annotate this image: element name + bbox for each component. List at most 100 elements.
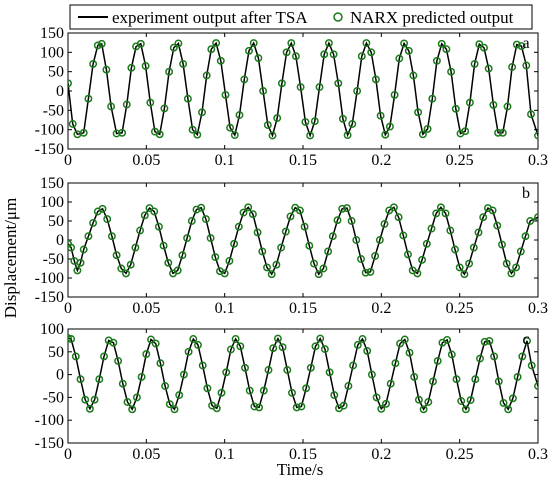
series-point-narx	[131, 243, 140, 252]
series-point-narx	[363, 346, 372, 355]
x-tick-label: 0.2	[371, 300, 391, 317]
series-point-narx	[461, 405, 470, 414]
series-point-narx	[76, 375, 85, 384]
series-point-narx	[264, 366, 273, 374]
series-point-narx	[342, 204, 351, 213]
series-point-narx	[245, 386, 254, 395]
series-point-narx	[272, 260, 281, 269]
series-point-narx	[465, 259, 474, 268]
series-point-narx	[287, 39, 296, 48]
series-point-narx	[97, 39, 106, 48]
series-point-narx	[490, 352, 499, 361]
series-point-narx	[226, 123, 235, 132]
series-point-narx	[328, 232, 337, 241]
series-point-narx	[366, 267, 375, 276]
series-point-narx	[452, 375, 461, 384]
panel-frame	[67, 32, 539, 150]
series-point-narx	[136, 39, 145, 48]
series-point-narx	[197, 203, 206, 212]
series-point-narx	[310, 259, 318, 268]
series-point-narx	[414, 395, 423, 404]
series-point-narx	[469, 243, 478, 252]
series-point-narx	[151, 339, 160, 348]
series-point-narx	[212, 404, 221, 413]
series-point-narx	[123, 398, 132, 406]
series-point-narx	[273, 114, 282, 123]
series-point-narx	[165, 400, 174, 409]
series-point-narx	[90, 395, 99, 404]
series-point-narx	[455, 263, 464, 272]
series-point-narx	[76, 258, 85, 267]
series-point-narx	[193, 130, 202, 139]
series-point-narx	[422, 239, 431, 248]
series-point-narx	[161, 382, 170, 390]
series-point-narx	[89, 218, 98, 227]
series-point-narx	[390, 90, 399, 99]
series-point-narx	[339, 401, 348, 410]
series-point-narx	[117, 264, 126, 273]
series-point-narx	[178, 251, 187, 260]
series-point-narx	[399, 231, 408, 240]
series-point-narx	[404, 250, 412, 259]
series-point-narx	[503, 102, 512, 111]
series-point-narx	[179, 59, 188, 68]
series-point-narx	[187, 217, 196, 225]
panel-letter: b	[522, 185, 530, 202]
series-point-narx	[480, 43, 488, 52]
series-point-narx	[343, 131, 352, 140]
series-point-narx	[146, 98, 155, 107]
series-point-narx	[353, 341, 362, 349]
y-tick-label: 100	[40, 321, 64, 338]
series-point-narx	[498, 128, 507, 137]
x-tick-label: 0.3	[528, 446, 548, 463]
series-point-narx	[382, 399, 390, 408]
y-tick-label: -50	[43, 251, 64, 268]
series-point-narx	[184, 347, 193, 356]
series-point-narx	[211, 253, 220, 262]
series-point-narx	[320, 345, 329, 354]
series-point-narx	[512, 263, 521, 272]
series-point-narx	[512, 40, 521, 49]
x-tick-label: 0	[64, 446, 72, 463]
series-point-narx	[376, 111, 385, 120]
series-point-narx	[93, 41, 102, 50]
x-tick-label: 0.05	[132, 152, 160, 169]
series-point-narx	[471, 375, 480, 384]
x-tick-label: 0.05	[132, 300, 160, 317]
series-point-narx	[136, 226, 145, 235]
series-point-narx	[429, 377, 437, 386]
series-point-narx	[216, 56, 225, 65]
series-point-narx	[418, 255, 427, 264]
series-point-narx	[436, 203, 445, 212]
series-point-narx	[400, 39, 409, 48]
series-point-narx	[427, 224, 436, 233]
series-point-narx	[305, 241, 314, 250]
series-point-narx	[347, 217, 356, 225]
series-point-narx	[410, 372, 419, 381]
series-point-narx	[324, 247, 333, 256]
series-point-narx	[325, 368, 334, 377]
series-point-narx	[389, 203, 398, 212]
series-point-narx	[198, 108, 206, 117]
series-point-narx	[253, 228, 262, 237]
series-point-narx	[419, 405, 428, 414]
x-tick-label: 0.15	[289, 446, 317, 463]
series-point-narx	[230, 239, 239, 248]
series-point-narx	[122, 269, 130, 278]
series-point-narx	[79, 128, 88, 137]
series-point-narx	[457, 397, 466, 405]
x-tick-label: 0.1	[215, 300, 235, 317]
series-point-narx	[353, 87, 362, 95]
series-point-narx	[102, 65, 111, 74]
series-point-narx	[73, 266, 82, 275]
y-tick-label: 0	[56, 232, 64, 249]
series-point-narx	[198, 361, 207, 370]
series-point-narx	[150, 207, 159, 216]
series-point-narx	[418, 130, 427, 139]
panel-data	[68, 334, 538, 414]
series-point-narx	[527, 361, 536, 370]
series-point-narx	[504, 405, 513, 414]
series-point-narx	[226, 345, 235, 354]
series-point-narx	[446, 226, 455, 235]
